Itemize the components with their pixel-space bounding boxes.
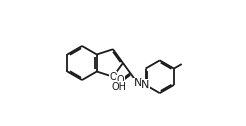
Text: N: N bbox=[141, 80, 150, 90]
Text: OH: OH bbox=[112, 82, 127, 92]
Text: O: O bbox=[117, 75, 124, 85]
Text: O: O bbox=[109, 72, 117, 82]
Text: N: N bbox=[134, 78, 142, 88]
